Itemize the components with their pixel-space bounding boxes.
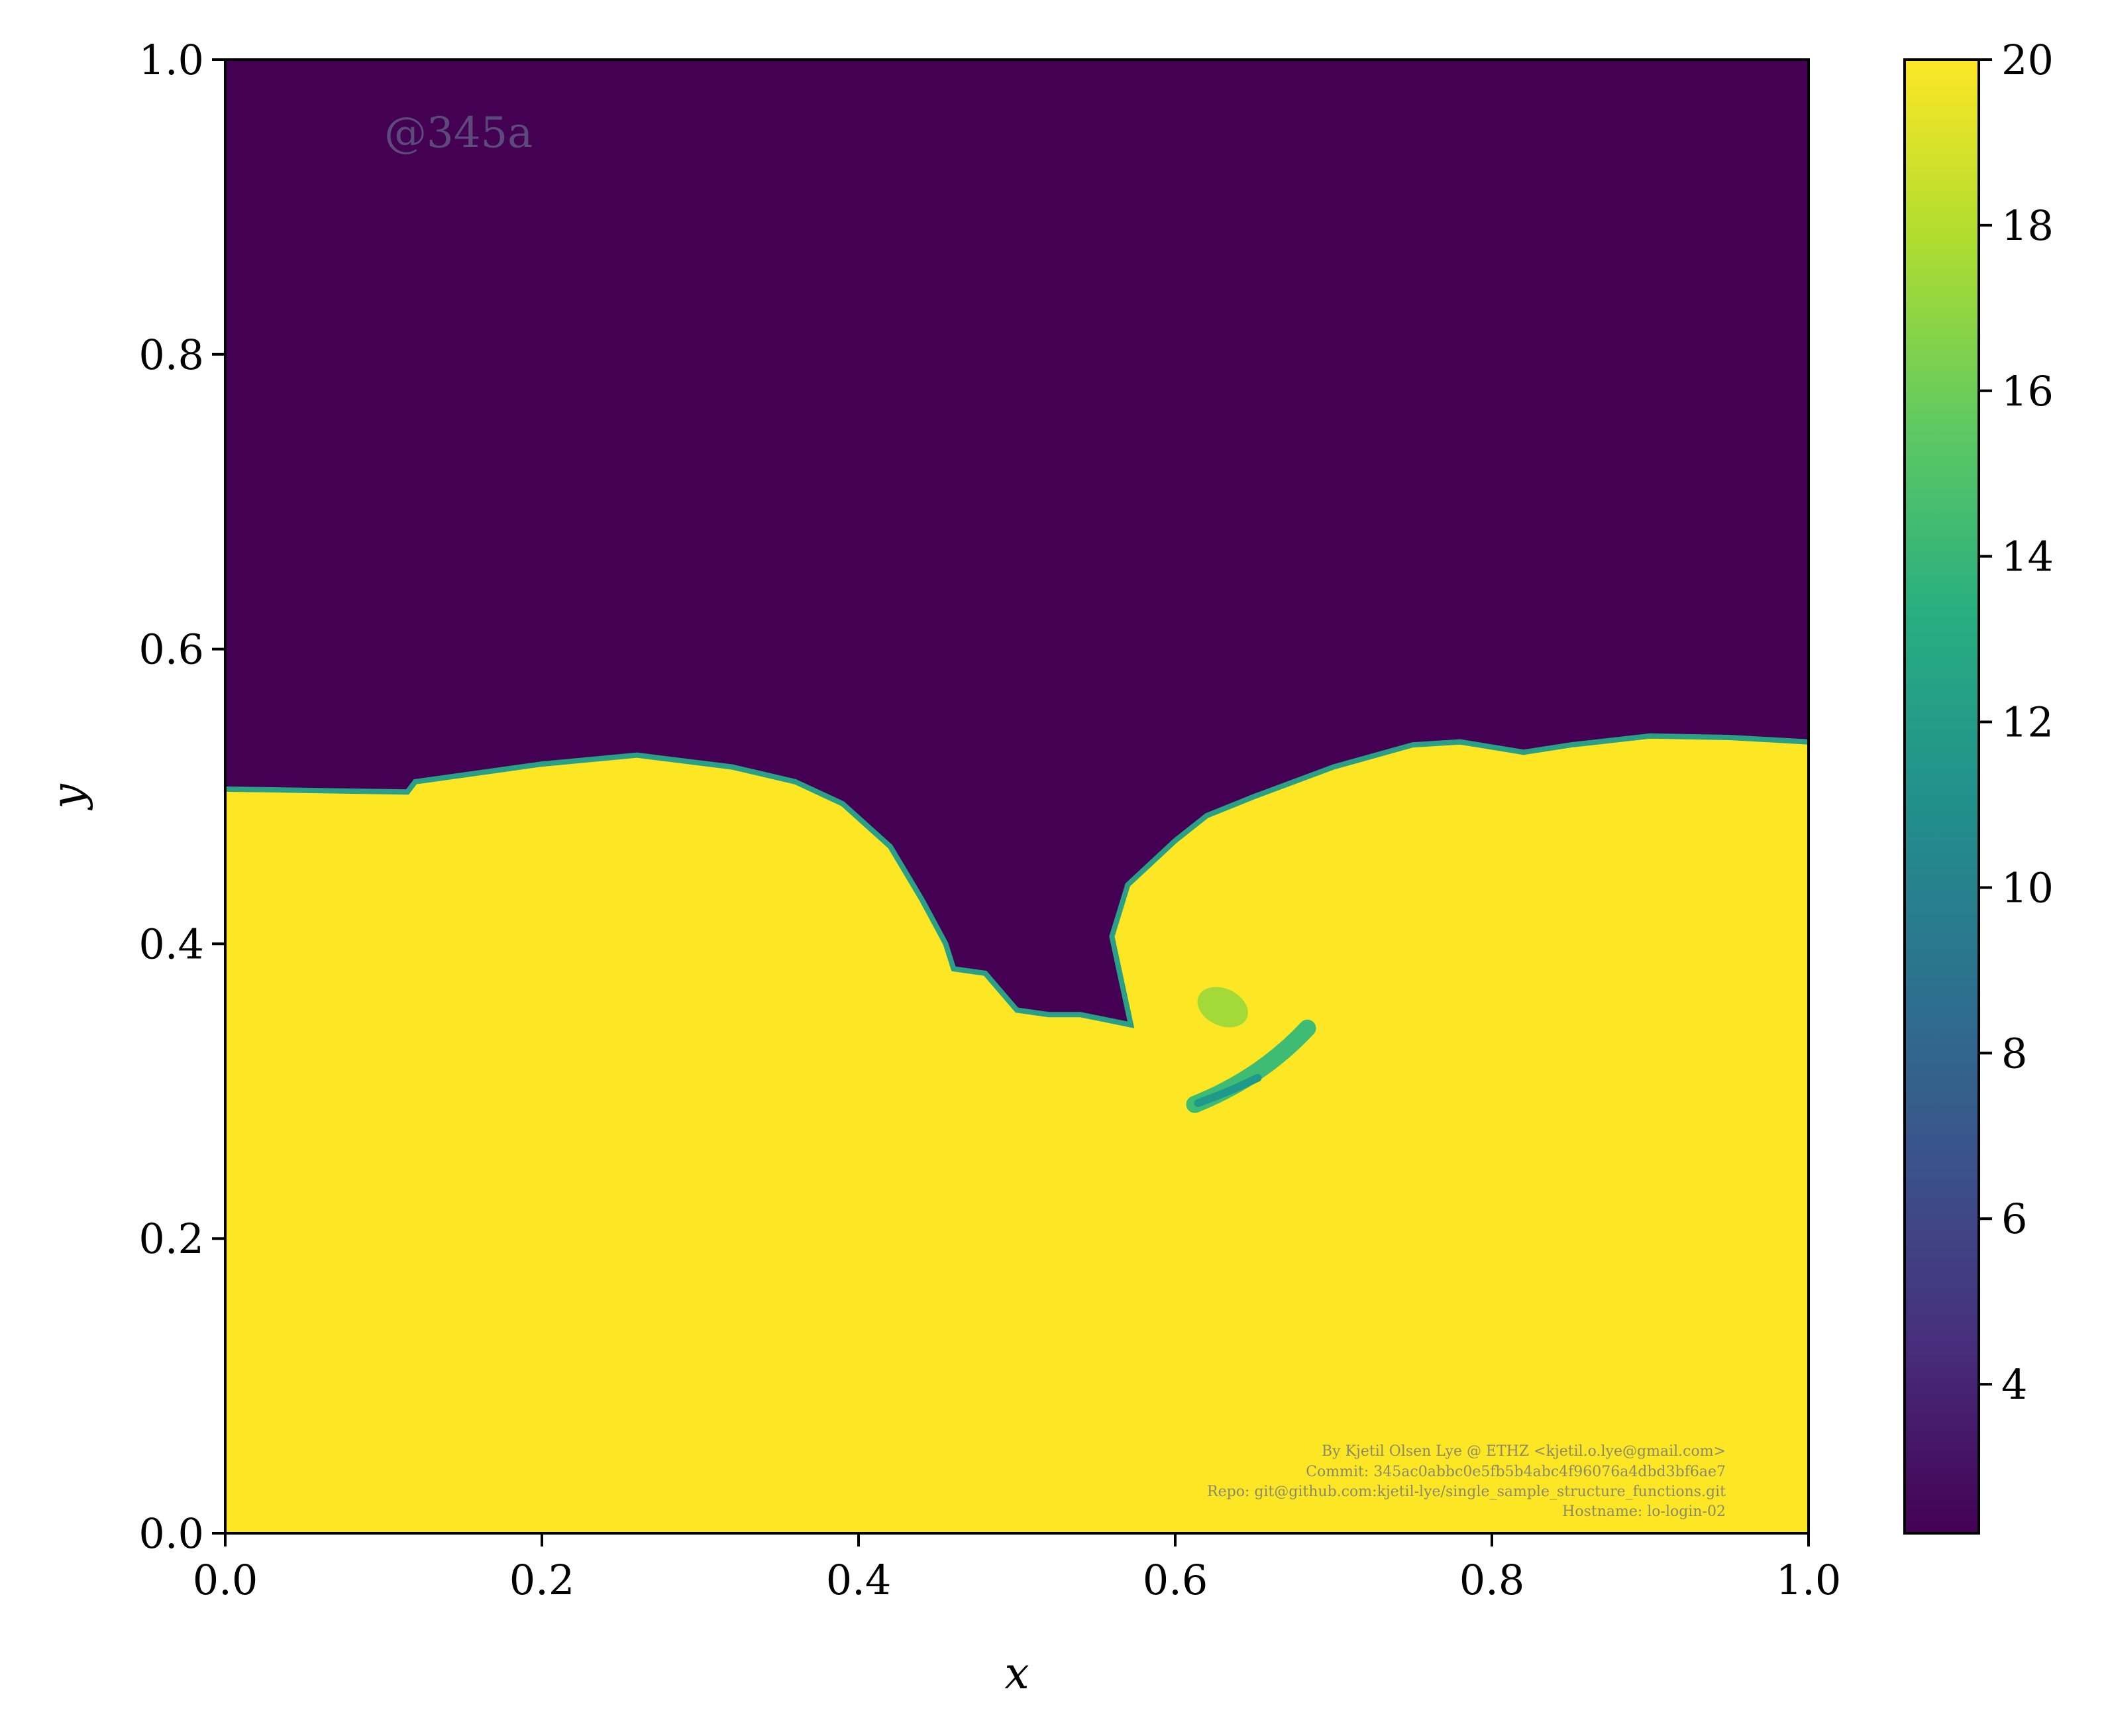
credits-line: By Kjetil Olsen Lye @ ETHZ <kjetil.o.lye… xyxy=(1322,1443,1726,1460)
x-axis-label: x xyxy=(1004,1648,1029,1699)
plot-frame xyxy=(224,58,1810,1535)
colorbar-tick-label: 16 xyxy=(2001,367,2054,415)
interface-edge xyxy=(225,733,1809,1028)
x-tick-label: 0.6 xyxy=(1143,1556,1208,1604)
colorbar-tick-label: 10 xyxy=(2001,863,2054,912)
colorbar-ticks: 4 6 8 10 12 14 16 18 20 xyxy=(1979,36,2054,1409)
colorbar-tick-label: 18 xyxy=(2001,201,2054,250)
y-tick-label: 0.2 xyxy=(138,1215,204,1263)
credits-line: Hostname: lo-login-02 xyxy=(1562,1503,1726,1520)
x-tick-label: 0.4 xyxy=(826,1556,892,1604)
x-axis: 0.0 0.2 0.4 0.6 0.8 1.0 xyxy=(193,1533,1842,1604)
y-tick-label: 0.6 xyxy=(138,625,204,674)
y-tick-label: 0.0 xyxy=(138,1509,204,1558)
y-tick-label: 0.8 xyxy=(138,331,204,379)
low-value-region xyxy=(225,60,1809,1025)
colorbar-tick-label: 14 xyxy=(2001,533,2054,581)
colorbar: 4 6 8 10 12 14 16 18 20 xyxy=(1903,36,2054,1535)
y-axis-label: y xyxy=(42,784,93,811)
credits: By Kjetil Olsen Lye @ ETHZ <kjetil.o.lye… xyxy=(1207,1443,1726,1520)
y-tick-label: 0.4 xyxy=(138,920,204,968)
x-tick-label: 0.0 xyxy=(193,1556,258,1604)
colorbar-tick-label: 6 xyxy=(2001,1195,2027,1243)
colorbar-tick-label: 8 xyxy=(2001,1029,2027,1077)
heatmap-plot-area: @345a By Kjetil Olsen Lye @ ETHZ <kjetil… xyxy=(224,58,1810,1535)
colorbar-tick-label: 12 xyxy=(2001,698,2054,747)
y-tick-label: 1.0 xyxy=(138,36,204,84)
y-axis: 0.0 0.2 0.4 0.6 0.8 1.0 xyxy=(138,36,225,1558)
credits-line: Repo: git@github.com:kjetil-lye/single_s… xyxy=(1207,1484,1726,1500)
colorbar-gradient xyxy=(1903,58,1980,1535)
upper-blob-feature xyxy=(1197,987,1248,1028)
x-tick-label: 0.2 xyxy=(509,1556,575,1604)
credits-line: Commit: 345ac0abbc0e5fb5b4abc4f96076a4db… xyxy=(1306,1464,1726,1480)
colorbar-tick-label: 4 xyxy=(2001,1360,2027,1409)
lower-streak-core xyxy=(1194,1073,1262,1107)
watermark: @345a xyxy=(384,109,533,158)
x-tick-label: 1.0 xyxy=(1776,1556,1842,1604)
colorbar-tick-label: 20 xyxy=(2001,36,2054,84)
x-tick-label: 0.8 xyxy=(1459,1556,1525,1604)
